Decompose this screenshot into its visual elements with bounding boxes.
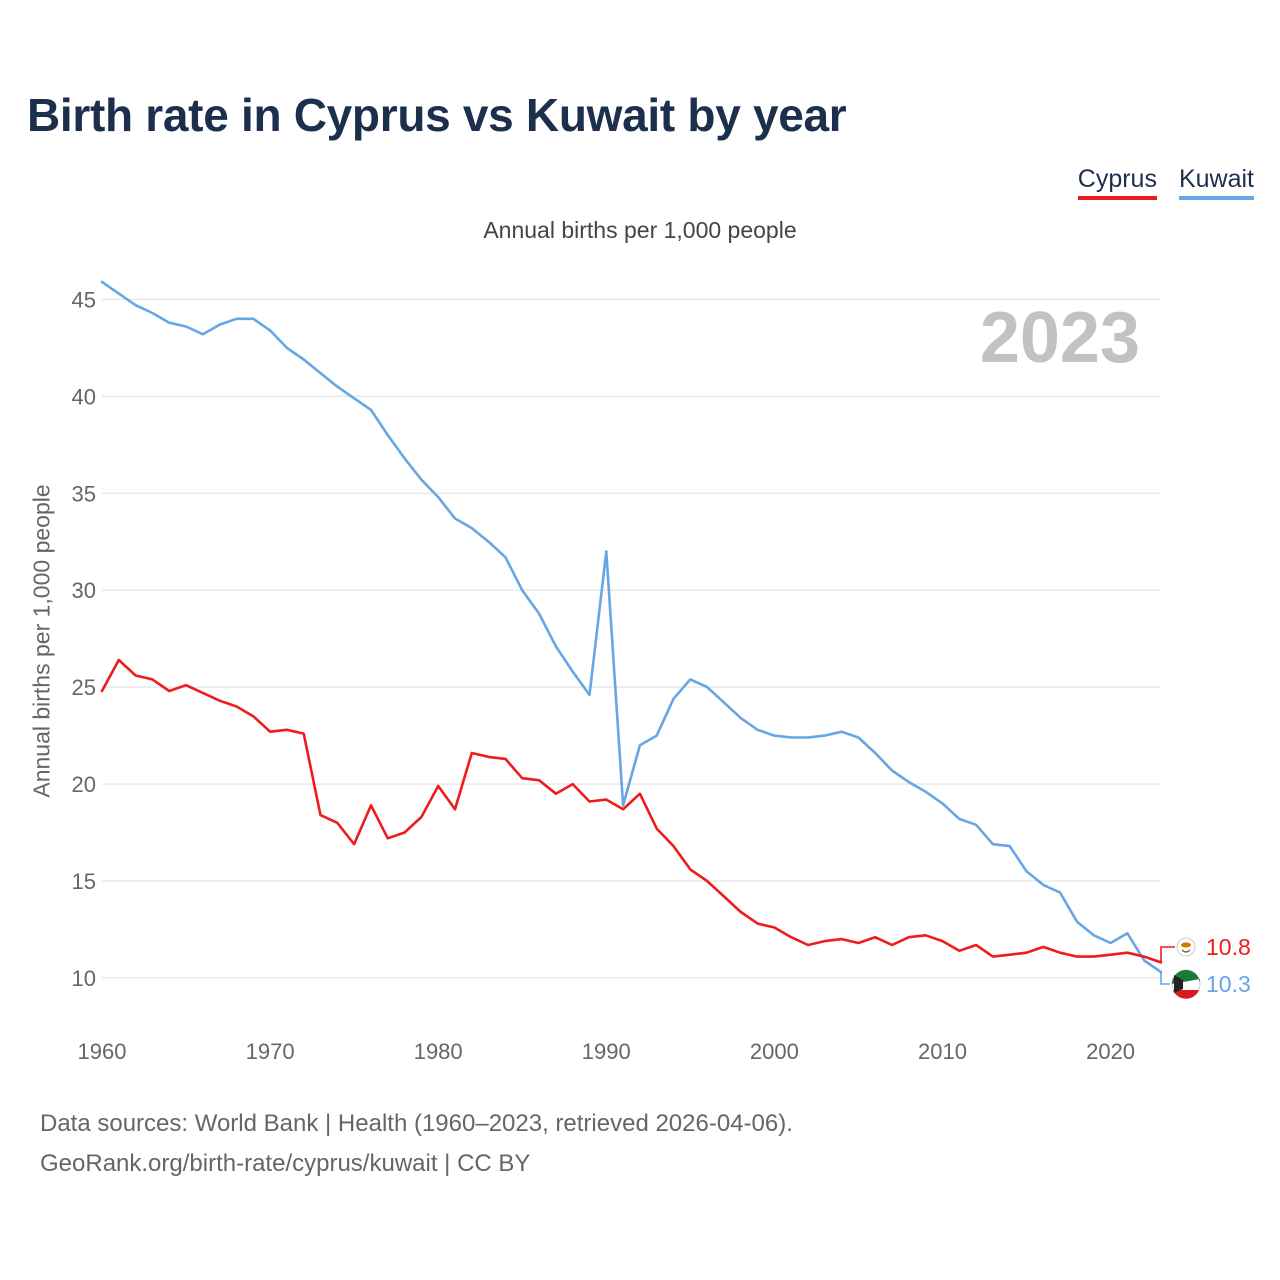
end-value-label-cyprus: 10.8: [1206, 934, 1251, 960]
leader-line-cyprus: [1160, 946, 1175, 963]
credit-link[interactable]: GeoRank.org/birth-rate/cyprus/kuwait | C…: [40, 1150, 531, 1177]
legend-item-kuwait[interactable]: Kuwait: [1178, 165, 1254, 200]
x-tick-label: 1970: [246, 1039, 295, 1064]
y-tick-label: 40: [72, 384, 96, 409]
leader-line-kuwait: [1160, 972, 1170, 985]
flag-kuwait-black: [1174, 975, 1183, 993]
gridlines: [102, 298, 1161, 979]
legend-item-cyprus[interactable]: Cyprus: [1077, 165, 1157, 200]
x-axis-ticks: 1960 1970 1980 1990 2000 2010 2020: [78, 1039, 1136, 1064]
series-line-cyprus: [100, 658, 1163, 964]
x-tick-label: 1980: [414, 1039, 463, 1064]
flag-cyprus-island: [1181, 942, 1191, 948]
data-sources: Data sources: World Bank | Health (1960–…: [40, 1110, 793, 1137]
series-lines: [100, 280, 1163, 974]
y-tick-label: 25: [72, 675, 96, 700]
y-tick-label: 35: [72, 481, 96, 506]
x-tick-label: 1990: [582, 1039, 631, 1064]
y-axis-ticks: 10 15 20 25 30 35 40 45: [72, 287, 96, 991]
y-tick-label: 45: [72, 287, 96, 312]
end-markers: 10.8 10.3: [1160, 934, 1251, 999]
legend: Cyprus Kuwait: [1077, 165, 1254, 200]
footer: Data sources: World Bank | Health (1960–…: [40, 1104, 793, 1184]
y-tick-label: 20: [72, 772, 96, 797]
x-tick-label: 2000: [750, 1039, 799, 1064]
flag-cyprus-branches: [1181, 949, 1191, 953]
flag-kuwait-red: [1173, 990, 1199, 999]
series-line-kuwait: [100, 280, 1163, 974]
y-tick-label: 10: [72, 966, 96, 991]
page-title: Birth rate in Cyprus vs Kuwait by year: [27, 89, 847, 141]
y-tick-label: 15: [72, 869, 96, 894]
current-year-label: 2023: [980, 298, 1140, 378]
x-tick-label: 2020: [1086, 1039, 1135, 1064]
y-tick-label: 30: [72, 578, 96, 603]
chart-subtitle: Annual births per 1,000 people: [483, 217, 797, 243]
x-tick-label: 1960: [78, 1039, 127, 1064]
end-value-label-kuwait: 10.3: [1206, 971, 1251, 997]
x-tick-label: 2010: [918, 1039, 967, 1064]
